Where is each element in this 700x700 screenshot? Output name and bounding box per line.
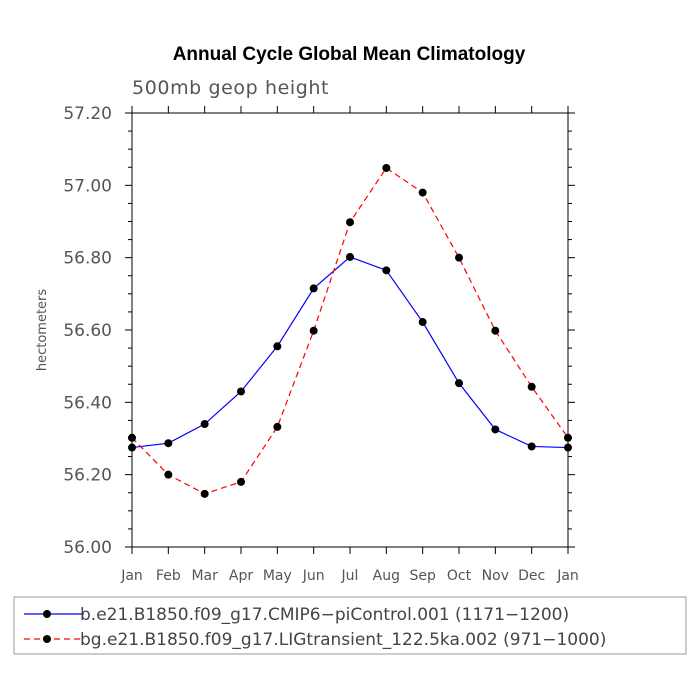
y-tick-label: 57.00 [63,176,112,196]
series-1-point [273,342,282,351]
series-2-point [382,163,391,172]
legend-label-2: bg.e21.B1850.f09_g17.LIGtransient_122.5k… [80,630,606,650]
series-2-point [491,326,500,335]
y-axis-label: hectometers [35,289,50,372]
series-1-point [491,425,500,434]
y-tick-label: 56.60 [63,321,112,341]
x-tick-label: Apr [229,568,253,584]
series-2-point [346,218,354,227]
x-tick-label: Mar [191,568,218,584]
x-tick-label: Jan [556,568,579,584]
series-1-point [455,379,463,388]
legend-marker-2 [43,635,51,643]
series-1-point [418,318,427,327]
series-line-1 [131,256,569,449]
x-tick-label: May [263,568,292,584]
y-tick-label: 56.20 [63,466,112,486]
series-1-point [309,284,318,293]
series-line-2 [131,167,569,495]
y-tick-label: 56.80 [63,249,112,269]
series-1-point [527,442,536,451]
legend-label-1: b.e21.B1850.f09_g17.CMIP6−piControl.001 … [80,605,569,625]
series-2-point [237,477,245,486]
y-tick-label: 57.20 [63,104,112,124]
plot-frame [131,112,569,548]
series-1-point [346,252,354,261]
series-1-point [200,420,209,429]
x-tick-label: Nov [482,568,509,584]
series-layer [128,163,572,498]
series-2-point [455,253,463,262]
x-tick-label: Feb [156,568,181,584]
series-2-point [273,422,282,431]
x-tick-label: Sep [409,568,436,584]
y-tick-label: 56.00 [63,538,112,558]
x-tick-label: Oct [447,568,472,584]
series-2-point [309,326,318,335]
axis-ticks: 56.00 56.20 56.40 56.60 56.80 57.00 57.20 Jan Fe… [63,104,578,584]
chart-title: Annual Cycle Global Mean Climatology [173,44,526,65]
series-2-point [164,470,173,479]
chart-subtitle: 500mb geop height [132,77,329,99]
x-tick-label: Jan [120,568,143,584]
series-1-point [237,387,245,396]
legend: b.e21.B1850.f09_g17.CMIP6−piControl.001 … [13,596,687,655]
series-1-point [382,266,391,275]
series-2-point [527,382,536,391]
x-tick-label: Jun [302,568,325,584]
legend-box [13,596,687,655]
series-2-point [200,489,209,498]
series-2-point [418,188,427,197]
series-1-point [164,439,173,448]
x-tick-label: Aug [373,568,400,584]
y-tick-label: 56.40 [63,393,112,413]
x-tick-label: Dec [518,568,545,584]
legend-marker-1 [43,610,51,618]
x-tick-label: Jul [341,568,359,584]
